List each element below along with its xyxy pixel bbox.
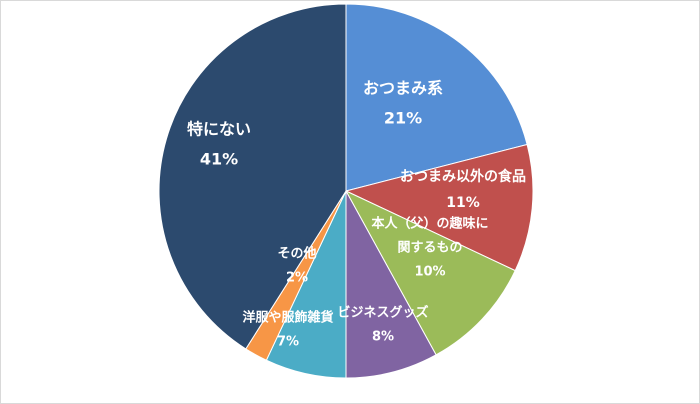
pie-slice-1	[344, 143, 534, 272]
slice-category-label-2: 本人（父）の趣味に	[371, 216, 488, 232]
pie-slice-6	[158, 3, 347, 350]
slice-percent-label-0: 21%	[384, 109, 422, 128]
slice-category-label-5: その他	[277, 246, 316, 262]
slice-percent-label-6: 41%	[200, 150, 238, 169]
pie-slice-0	[345, 3, 528, 192]
slice-category-label-0: おつまみ系	[363, 79, 443, 98]
slice-category-label-3: ビジネスグッズ	[337, 305, 428, 321]
pie-slice-2	[344, 189, 516, 356]
slice-percent-label-4: 7%	[277, 335, 299, 350]
slice-category-label-6: 特にない	[187, 120, 251, 139]
slice-category-label-1: おつまみ以外の食品	[400, 168, 526, 185]
slice-percent-label-2: 10%	[414, 265, 445, 280]
pie-slices	[158, 3, 534, 379]
slice-category-label-2: 関するもの	[397, 241, 462, 256]
slice-percent-label-3: 8%	[372, 330, 394, 345]
slice-percent-label-1: 11%	[446, 195, 480, 211]
slice-category-label-4: 洋服や服飾雑貨	[242, 310, 333, 326]
pie-slice-3	[345, 190, 437, 379]
slice-percent-label-5: 2%	[286, 271, 308, 286]
